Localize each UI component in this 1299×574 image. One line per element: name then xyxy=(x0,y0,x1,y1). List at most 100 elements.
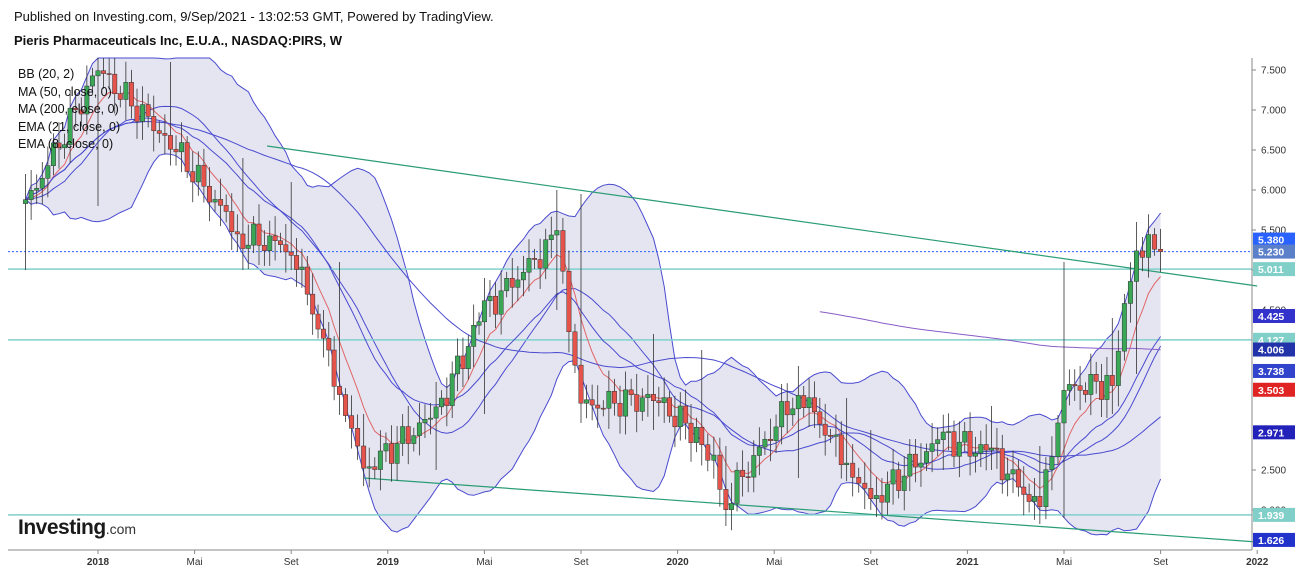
candle xyxy=(128,69,134,119)
candle-body xyxy=(207,185,212,203)
candle-body xyxy=(45,165,51,179)
candle xyxy=(617,385,623,434)
x-tick-label: 2018 xyxy=(87,557,110,568)
investing-logo[interactable]: Investing.com xyxy=(18,516,136,540)
candle xyxy=(951,420,957,468)
candle-body xyxy=(850,462,856,478)
candle-body xyxy=(372,466,378,470)
candle-body xyxy=(201,164,207,187)
candle xyxy=(310,273,316,335)
candle-body xyxy=(532,258,538,260)
price-label-value: 2.971 xyxy=(1258,427,1284,439)
candle-body xyxy=(179,142,185,153)
price-label: 5.011 xyxy=(1253,262,1295,277)
candle-body xyxy=(218,199,224,206)
candle-body xyxy=(1049,456,1055,470)
candle xyxy=(394,426,400,481)
candle xyxy=(377,430,383,491)
candle xyxy=(1037,446,1043,524)
candle xyxy=(1134,222,1139,374)
candle xyxy=(828,428,833,443)
candle xyxy=(554,190,560,310)
candle xyxy=(509,257,515,308)
candle-body xyxy=(879,495,885,503)
candle xyxy=(812,381,817,429)
candle-body xyxy=(822,423,828,436)
candle-body xyxy=(106,73,112,75)
candle-body xyxy=(520,271,526,281)
candle xyxy=(779,384,785,445)
candle xyxy=(844,398,850,482)
x-tick-label: Set xyxy=(1153,557,1168,568)
x-tick-label: Set xyxy=(284,557,299,568)
candle xyxy=(162,114,168,155)
price-label-value: 4.006 xyxy=(1258,345,1284,357)
candle-body xyxy=(498,290,504,315)
candle xyxy=(84,65,90,135)
candle-body xyxy=(779,401,785,428)
candle xyxy=(50,133,56,176)
candle xyxy=(28,170,34,220)
candle-body xyxy=(677,405,683,428)
candle-body xyxy=(667,397,672,417)
candle-body xyxy=(400,426,406,444)
candle-body xyxy=(1158,248,1164,252)
price-label-box xyxy=(1253,232,1295,247)
candle xyxy=(140,86,146,140)
candle xyxy=(1005,457,1011,497)
candle-body xyxy=(1146,234,1151,258)
candle xyxy=(838,421,844,479)
y-tick-label: 6.500 xyxy=(1261,146,1286,157)
candle-body xyxy=(1061,390,1067,424)
candle-body xyxy=(699,427,705,445)
candle xyxy=(212,189,218,212)
y-tick-label: 6.000 xyxy=(1261,186,1286,197)
candle-body xyxy=(62,144,68,149)
price-label: 3.503 xyxy=(1253,382,1295,397)
published-info: Published on Investing.com, 9/Sep/2021 -… xyxy=(14,9,494,24)
candle-body xyxy=(190,171,196,183)
candle-body xyxy=(1109,375,1115,386)
candle xyxy=(912,439,918,483)
candle xyxy=(267,220,273,266)
candle xyxy=(628,378,634,406)
candle-body xyxy=(493,295,498,315)
candle-body xyxy=(1152,234,1158,250)
candle-body xyxy=(762,438,768,448)
candle xyxy=(190,151,196,203)
candle xyxy=(145,93,151,128)
candle-body xyxy=(967,431,973,457)
candle-body xyxy=(1077,385,1083,391)
candle-body xyxy=(50,142,56,166)
candle xyxy=(623,371,629,435)
candle xyxy=(595,385,601,428)
x-tick-label: Mai xyxy=(1056,557,1072,568)
candle-body xyxy=(918,462,924,468)
price-label-value: 3.503 xyxy=(1258,385,1284,397)
candle xyxy=(1072,369,1078,401)
candle xyxy=(956,421,962,478)
candle-body xyxy=(234,231,240,235)
candle-body xyxy=(145,104,151,117)
candle xyxy=(195,151,201,196)
candle-body xyxy=(1083,390,1088,395)
price-label-value: 5.230 xyxy=(1258,247,1284,259)
candle-body xyxy=(924,451,929,464)
candle-body xyxy=(683,405,689,424)
candle-body xyxy=(481,300,487,323)
candle xyxy=(240,158,246,270)
candle xyxy=(184,136,190,178)
candle-body xyxy=(73,108,79,111)
x-axis: 2018 Mai Set 2019 Mai Set 2020 Mai Set 2021 Mai Set… xyxy=(8,549,1269,568)
candle xyxy=(361,414,367,486)
candle-body xyxy=(795,395,801,410)
candle-body xyxy=(337,386,342,395)
candle-body xyxy=(349,415,355,429)
candle xyxy=(343,388,348,423)
candle xyxy=(416,403,422,456)
candle-body xyxy=(162,133,168,136)
candle xyxy=(672,395,678,448)
candle-body xyxy=(455,355,461,375)
candle-body xyxy=(195,164,201,183)
